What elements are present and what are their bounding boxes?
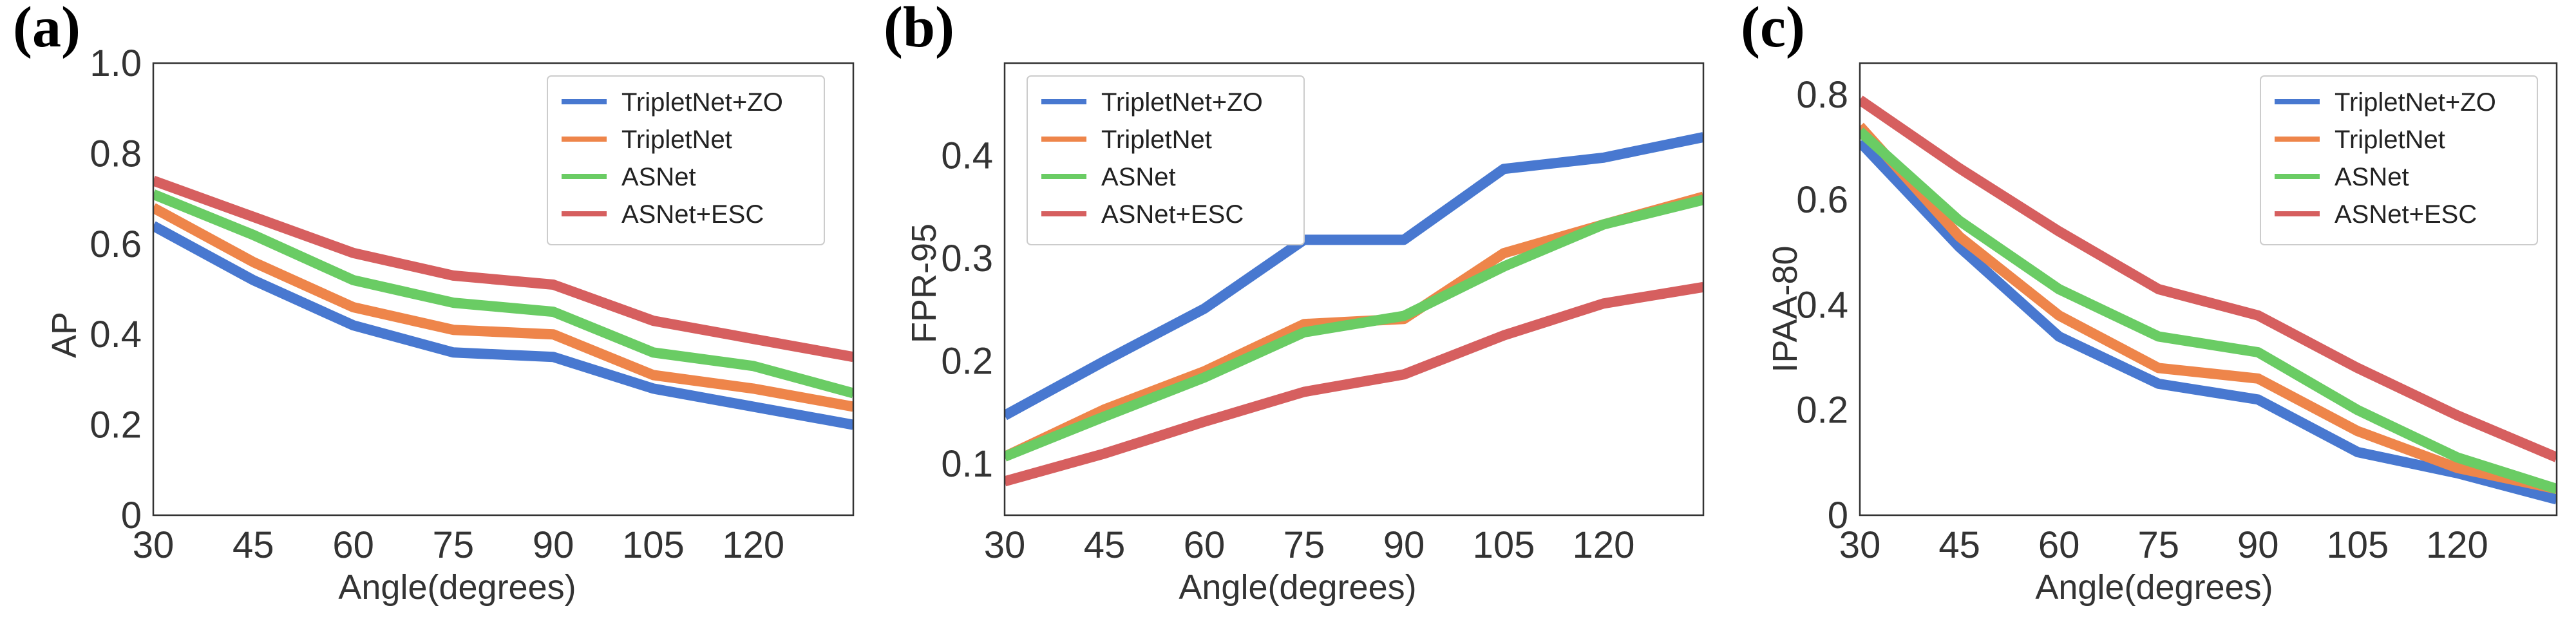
x-tick-label: 105 xyxy=(622,524,685,566)
x-tick-label: 60 xyxy=(2038,524,2080,566)
y-tick-label: 0.6 xyxy=(1796,179,1848,221)
panel-a-plot: 30 45 60 75 90 105 120 0 0.2 0.4 0.6 0.8 1.0 TripletN… xyxy=(90,43,855,566)
y-tick-label: 0.2 xyxy=(1796,390,1848,431)
x-tick-label: 120 xyxy=(1573,524,1635,566)
legend-label-tripletnet: TripletNet xyxy=(1101,126,1212,154)
legend: TripletNet+ZO TripletNet ASNet ASNet+ESC xyxy=(2260,75,2538,245)
legend: TripletNet+ZO TripletNet ASNet ASNet+ESC xyxy=(547,75,825,245)
legend-label-asnet: ASNet xyxy=(2334,163,2409,191)
panel-b-ylabel: FPR-95 xyxy=(905,223,943,343)
x-tick-label: 60 xyxy=(1184,524,1226,566)
panel-c-plot: 30 45 60 75 90 105 120 0 0.2 0.4 0.6 0.8 TripletNet+… xyxy=(1796,62,2558,566)
x-tick-label: 45 xyxy=(232,524,274,566)
legend-label-tripletnet-plus-zo: TripletNet+ZO xyxy=(2334,88,2496,117)
axes-frame xyxy=(1003,62,1705,516)
x-tick-label: 30 xyxy=(133,524,175,566)
x-tick-label: 45 xyxy=(1938,524,1980,566)
x-tick-label: 30 xyxy=(1839,524,1881,566)
panel-b: (b) FPR-95 Angle(degrees) 30 45 60 75 90 105 1… xyxy=(884,0,1705,607)
series-line-asnet xyxy=(1005,194,1703,462)
series-line-tripletnet-plus-zo xyxy=(153,221,853,430)
panel-c-ylabel: IPAA-80 xyxy=(1766,245,1804,372)
y-tick-label: 0.4 xyxy=(1796,284,1848,326)
y-tick-label: 0.1 xyxy=(941,443,993,485)
axes-frame xyxy=(152,62,855,516)
panel-c: (c) IPAA-80 Angle(degrees) 30 45 60 75 90 105… xyxy=(1741,0,2558,607)
panel-a: (a) AP Angle(degrees) 30 45 60 75 90 105 120 0 0… xyxy=(13,0,855,607)
series-line-asnet-plus-esc xyxy=(1005,281,1703,487)
legend: TripletNet+ZO TripletNet ASNet ASNet+ESC xyxy=(1027,75,1305,245)
x-tick-label: 45 xyxy=(1084,524,1126,566)
panel-b-xlabel: Angle(degrees) xyxy=(1179,568,1416,607)
x-tick-label: 90 xyxy=(2237,524,2279,566)
x-tick-label: 30 xyxy=(984,524,1026,566)
x-tick-label: 75 xyxy=(1283,524,1325,566)
legend-label-tripletnet-plus-zo: TripletNet+ZO xyxy=(1101,88,1263,117)
x-tick-label: 90 xyxy=(1383,524,1425,566)
y-tick-label: 0.8 xyxy=(1796,74,1848,116)
series-line-asnet-plus-esc xyxy=(1860,95,2557,462)
series-line-tripletnet-plus-zo xyxy=(1005,132,1703,421)
axes-frame xyxy=(1859,62,2558,516)
y-tick-label: 0 xyxy=(121,495,142,536)
x-tick-label: 90 xyxy=(533,524,574,566)
legend-label-asnet-plus-esc: ASNet+ESC xyxy=(621,200,764,229)
legend-label-tripletnet: TripletNet xyxy=(2334,126,2445,154)
legend-label-tripletnet-plus-zo: TripletNet+ZO xyxy=(621,88,783,117)
legend-box xyxy=(547,75,825,245)
y-tick-label: 0.3 xyxy=(941,238,993,279)
series-line-tripletnet-plus-zo xyxy=(1860,138,2557,505)
legend-box xyxy=(2260,75,2538,245)
x-tick-label: 105 xyxy=(2326,524,2389,566)
series-line-tripletnet xyxy=(153,203,853,412)
y-tick-label: 0.2 xyxy=(941,341,993,383)
legend-label-asnet-plus-esc: ASNet+ESC xyxy=(1101,200,1244,229)
x-tick-label: 105 xyxy=(1473,524,1535,566)
legend-label-asnet: ASNet xyxy=(1101,163,1176,191)
panel-a-label: (a) xyxy=(13,0,80,59)
panel-b-label: (b) xyxy=(884,0,954,59)
legend-label-asnet: ASNet xyxy=(621,163,696,191)
x-tick-label: 75 xyxy=(433,524,475,566)
y-tick-label: 0.4 xyxy=(941,135,993,177)
y-tick-label: 0.6 xyxy=(90,223,142,265)
series-line-asnet-plus-esc xyxy=(153,175,853,363)
legend-label-asnet-plus-esc: ASNet+ESC xyxy=(2334,200,2477,229)
y-tick-label: 0.2 xyxy=(90,404,142,446)
x-tick-label: 75 xyxy=(2137,524,2179,566)
x-tick-label: 120 xyxy=(722,524,784,566)
x-tick-label: 60 xyxy=(332,524,374,566)
panel-c-xlabel: Angle(degrees) xyxy=(2035,568,2273,607)
legend-label-tripletnet: TripletNet xyxy=(621,126,732,154)
y-tick-label: 0.8 xyxy=(90,133,142,175)
panel-a-xlabel: Angle(degrees) xyxy=(338,568,576,607)
series-line-tripletnet xyxy=(1860,122,2557,495)
y-tick-label: 1.0 xyxy=(90,43,142,84)
x-tick-label: 120 xyxy=(2426,524,2488,566)
panel-b-plot: 30 45 60 75 90 105 120 0.1 0.2 0.3 0.4 TripletNet+Z… xyxy=(941,62,1705,566)
y-tick-label: 0.4 xyxy=(90,314,142,355)
panel-a-ylabel: AP xyxy=(45,312,84,358)
series-line-asnet xyxy=(1860,128,2557,494)
legend-box xyxy=(1027,75,1305,245)
y-tick-label: 0 xyxy=(1828,495,1848,536)
series-line-asnet xyxy=(153,189,853,399)
panel-c-label: (c) xyxy=(1741,0,1805,59)
